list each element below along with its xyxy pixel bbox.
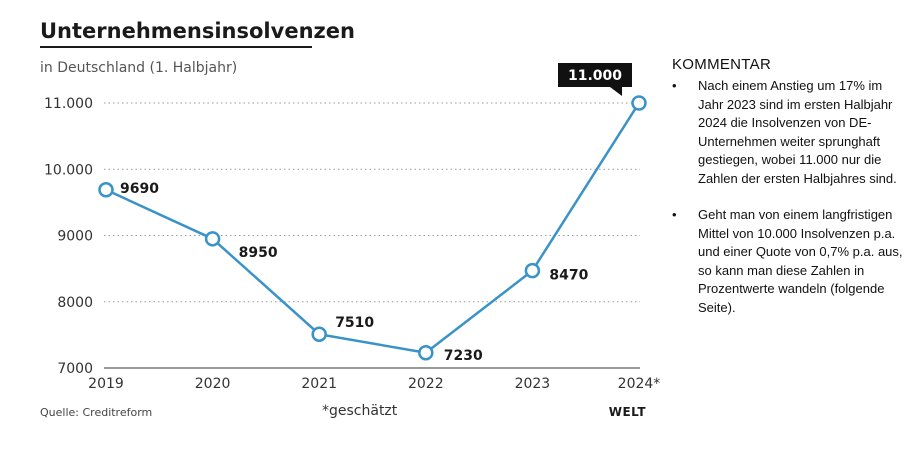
commentary-panel: KOMMENTAR • Nach einem Anstieg um 17% im…	[672, 56, 908, 335]
x-tick-label: 2020	[195, 376, 231, 392]
y-tick-label: 9000	[57, 229, 93, 245]
commentary-list: • Nach einem Anstieg um 17% im Jahr 2023…	[672, 77, 908, 317]
x-tick-label: 2019	[88, 376, 124, 392]
bullet-icon: •	[672, 78, 677, 93]
x-tick-label: 2023	[515, 376, 551, 392]
callout-pointer	[610, 87, 622, 96]
commentary-item: • Nach einem Anstieg um 17% im Jahr 2023…	[672, 77, 908, 188]
chart-subtitle: in Deutschland (1. Halbjahr)	[40, 60, 237, 76]
data-label: 8950	[239, 245, 278, 261]
data-label: 8470	[549, 268, 588, 284]
data-point	[98, 182, 114, 198]
y-tick-label: 7000	[57, 361, 93, 377]
bullet-icon: •	[672, 207, 677, 222]
data-point	[204, 231, 221, 247]
source-note: Quelle: Creditreform	[40, 406, 152, 419]
x-tick-label: 2021	[301, 376, 337, 392]
line-chart: Unternehmensinsolvenzen in Deutschland (…	[40, 19, 660, 419]
chart-title: Unternehmensinsolvenzen	[40, 19, 355, 43]
data-point	[418, 345, 434, 361]
data-label: 9690	[120, 181, 159, 197]
x-tick-label: 2024*	[618, 376, 660, 392]
series-line	[105, 102, 641, 355]
commentary-text: Nach einem Anstieg um 17% im Jahr 2023 s…	[698, 78, 897, 186]
data-label: 7230	[444, 348, 483, 364]
data-point	[311, 326, 327, 342]
footnote: *geschätzt	[322, 403, 398, 419]
y-tick-label: 8000	[57, 295, 93, 311]
data-label: 7510	[335, 315, 374, 331]
data-label: 11.000	[568, 68, 622, 84]
commentary-text: Geht man von einem langfristigen Mittel …	[698, 207, 903, 315]
commentary-heading: KOMMENTAR	[672, 56, 772, 73]
data-point	[631, 95, 647, 111]
y-tick-label: 10.000	[44, 162, 93, 178]
data-point	[524, 262, 541, 279]
y-tick-label: 11.000	[44, 96, 93, 112]
welt-logo: WELT	[609, 405, 647, 419]
commentary-item: • Geht man von einem langfristigen Mitte…	[672, 206, 908, 317]
data-label-callout	[558, 63, 632, 87]
chart-area: Unternehmensinsolvenzen in Deutschland (…	[40, 19, 660, 419]
x-tick-label: 2022	[408, 376, 444, 392]
